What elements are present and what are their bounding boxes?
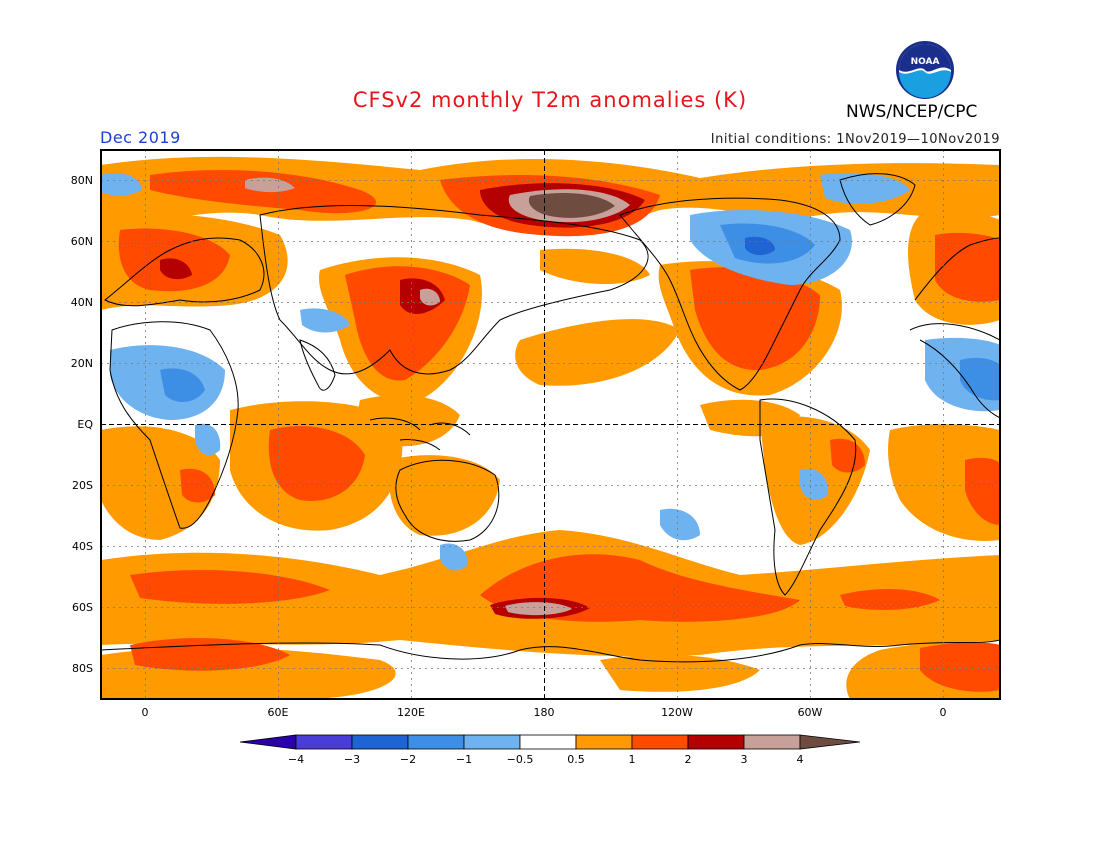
lat-label: 60S — [72, 601, 93, 614]
organization-label: NWS/NCEP/CPC — [846, 102, 978, 122]
coastline-greenland — [839, 173, 916, 226]
gridlines — [101, 150, 1000, 699]
colorbar-tick-label: −0.5 — [507, 753, 534, 766]
lat-label: 20S — [72, 479, 93, 492]
colorbar-segment — [575, 734, 633, 750]
lat-label: 80N — [71, 174, 93, 187]
anomaly-region-central-pacific — [515, 319, 680, 386]
chart-title: CFSv2 monthly T2m anomalies (K) — [352, 88, 748, 112]
lat-label: EQ — [77, 418, 93, 431]
lon-label: 0 — [940, 706, 947, 719]
anomaly-region-antarctic-mid — [600, 654, 760, 692]
colorbar-segment — [743, 734, 801, 750]
colorbar-segment — [631, 734, 689, 750]
initial-conditions-label: Initial conditions: 1Nov2019—10Nov2019 — [710, 132, 1000, 147]
anomaly-fields — [101, 156, 1000, 699]
coastline-india — [299, 339, 336, 391]
anomaly-region-south-atlantic-strong — [965, 457, 1000, 525]
period-label: Dec 2019 — [100, 128, 181, 147]
longitude-labels: 0 60E 120E 180 120W 60W 0 — [142, 706, 947, 719]
colorbar-tick-label: 1 — [629, 753, 636, 766]
anomaly-region-south-atlantic — [888, 424, 1000, 541]
anomaly-region-indian-ocean-strong — [268, 426, 365, 501]
anomaly-region-siberia-max — [528, 193, 615, 218]
anomaly-region-pacific-cool — [660, 508, 700, 541]
lat-label: 40N — [71, 296, 93, 309]
noaa-logo: NOAA — [896, 41, 954, 99]
colorbar-segment — [295, 734, 353, 750]
colorbar-segment — [463, 734, 521, 750]
colorbar-arrow-right — [799, 734, 861, 750]
colorbar-tick-label: 0.5 — [567, 753, 585, 766]
anomaly-region-antarctic-east-strong — [920, 642, 1000, 692]
anomaly-region-south-america-cool — [800, 468, 829, 500]
lon-label: 60W — [798, 706, 823, 719]
map-frame — [100, 149, 1001, 700]
anomaly-region-southern-ocean-strong — [130, 570, 330, 604]
colorbar-segment — [407, 734, 465, 750]
lon-label: 0 — [142, 706, 149, 719]
anomaly-region-africa-cool-strong — [160, 368, 205, 402]
colorbar — [239, 734, 861, 750]
anomaly-region-north-pacific — [540, 248, 650, 285]
lon-label: 120W — [661, 706, 693, 719]
colorbar-tick-label: 2 — [685, 753, 692, 766]
lat-label: 20N — [71, 357, 93, 370]
coastline-europe-east — [909, 237, 1000, 341]
colorbar-tick-label: 3 — [741, 753, 748, 766]
anomaly-region-australia — [388, 455, 500, 536]
colorbar-segment — [351, 734, 409, 750]
lon-label: 180 — [534, 706, 555, 719]
colorbar-tick-labels: −4 −3 −2 −1 −0.5 0.5 1 2 3 4 — [288, 753, 804, 766]
anomaly-region-greenland-max — [245, 177, 295, 193]
lat-label: 40S — [72, 540, 93, 553]
colorbar-tick-label: −4 — [288, 753, 304, 766]
anomaly-region-tibet-cool — [300, 308, 350, 333]
coastlines — [101, 173, 1000, 663]
colorbar-tick-label: −3 — [344, 753, 360, 766]
lat-label: 80S — [72, 662, 93, 675]
anomaly-region-africa-south — [101, 426, 220, 540]
anomaly-region-east-asia-4 — [420, 288, 440, 306]
anomaly-region-south-atlantic-ocean — [840, 588, 940, 610]
latitude-labels: 80N 60N 40N 20N EQ 20S 40S 60S 80S — [71, 174, 94, 675]
anomaly-region-europe-3 — [160, 258, 192, 280]
anomaly-region-africa-east-cool — [195, 423, 221, 456]
coastline-europe — [104, 237, 265, 307]
anomaly-region-arabia-cool-strong — [960, 357, 1000, 401]
colorbar-tick-label: −1 — [456, 753, 472, 766]
noaa-logo-text: NOAA — [911, 57, 940, 67]
coastline-antarctica — [101, 639, 1000, 663]
colorbar-segment — [687, 734, 745, 750]
lon-label: 120E — [397, 706, 425, 719]
colorbar-segment — [519, 734, 577, 750]
lat-label: 60N — [71, 235, 93, 248]
coastline-south-america — [759, 398, 857, 596]
colorbar-tick-label: 4 — [797, 753, 804, 766]
anomaly-region-europe-east-strong — [935, 232, 1000, 302]
equator-dateline — [101, 150, 1000, 699]
coastline-north-america — [619, 197, 841, 391]
coastline-asia — [259, 205, 649, 375]
coastline-australia — [395, 459, 500, 542]
lon-label: 60E — [268, 706, 289, 719]
colorbar-tick-label: −2 — [400, 753, 416, 766]
anomaly-region-north-america-strong — [690, 267, 820, 371]
anomaly-region-indian-cool — [440, 543, 468, 571]
anomaly-region-arctic-west-cool — [101, 173, 142, 196]
coastline-arabia — [919, 339, 1000, 419]
anomaly-region-maritime — [358, 395, 460, 447]
colorbar-arrow-left — [239, 734, 297, 750]
anomaly-region-south-america-strong — [830, 438, 865, 473]
anomaly-region-antarctic-strong — [130, 637, 290, 671]
anomaly-region-south-pacific-4 — [505, 602, 572, 616]
coastline-africa — [109, 321, 239, 529]
